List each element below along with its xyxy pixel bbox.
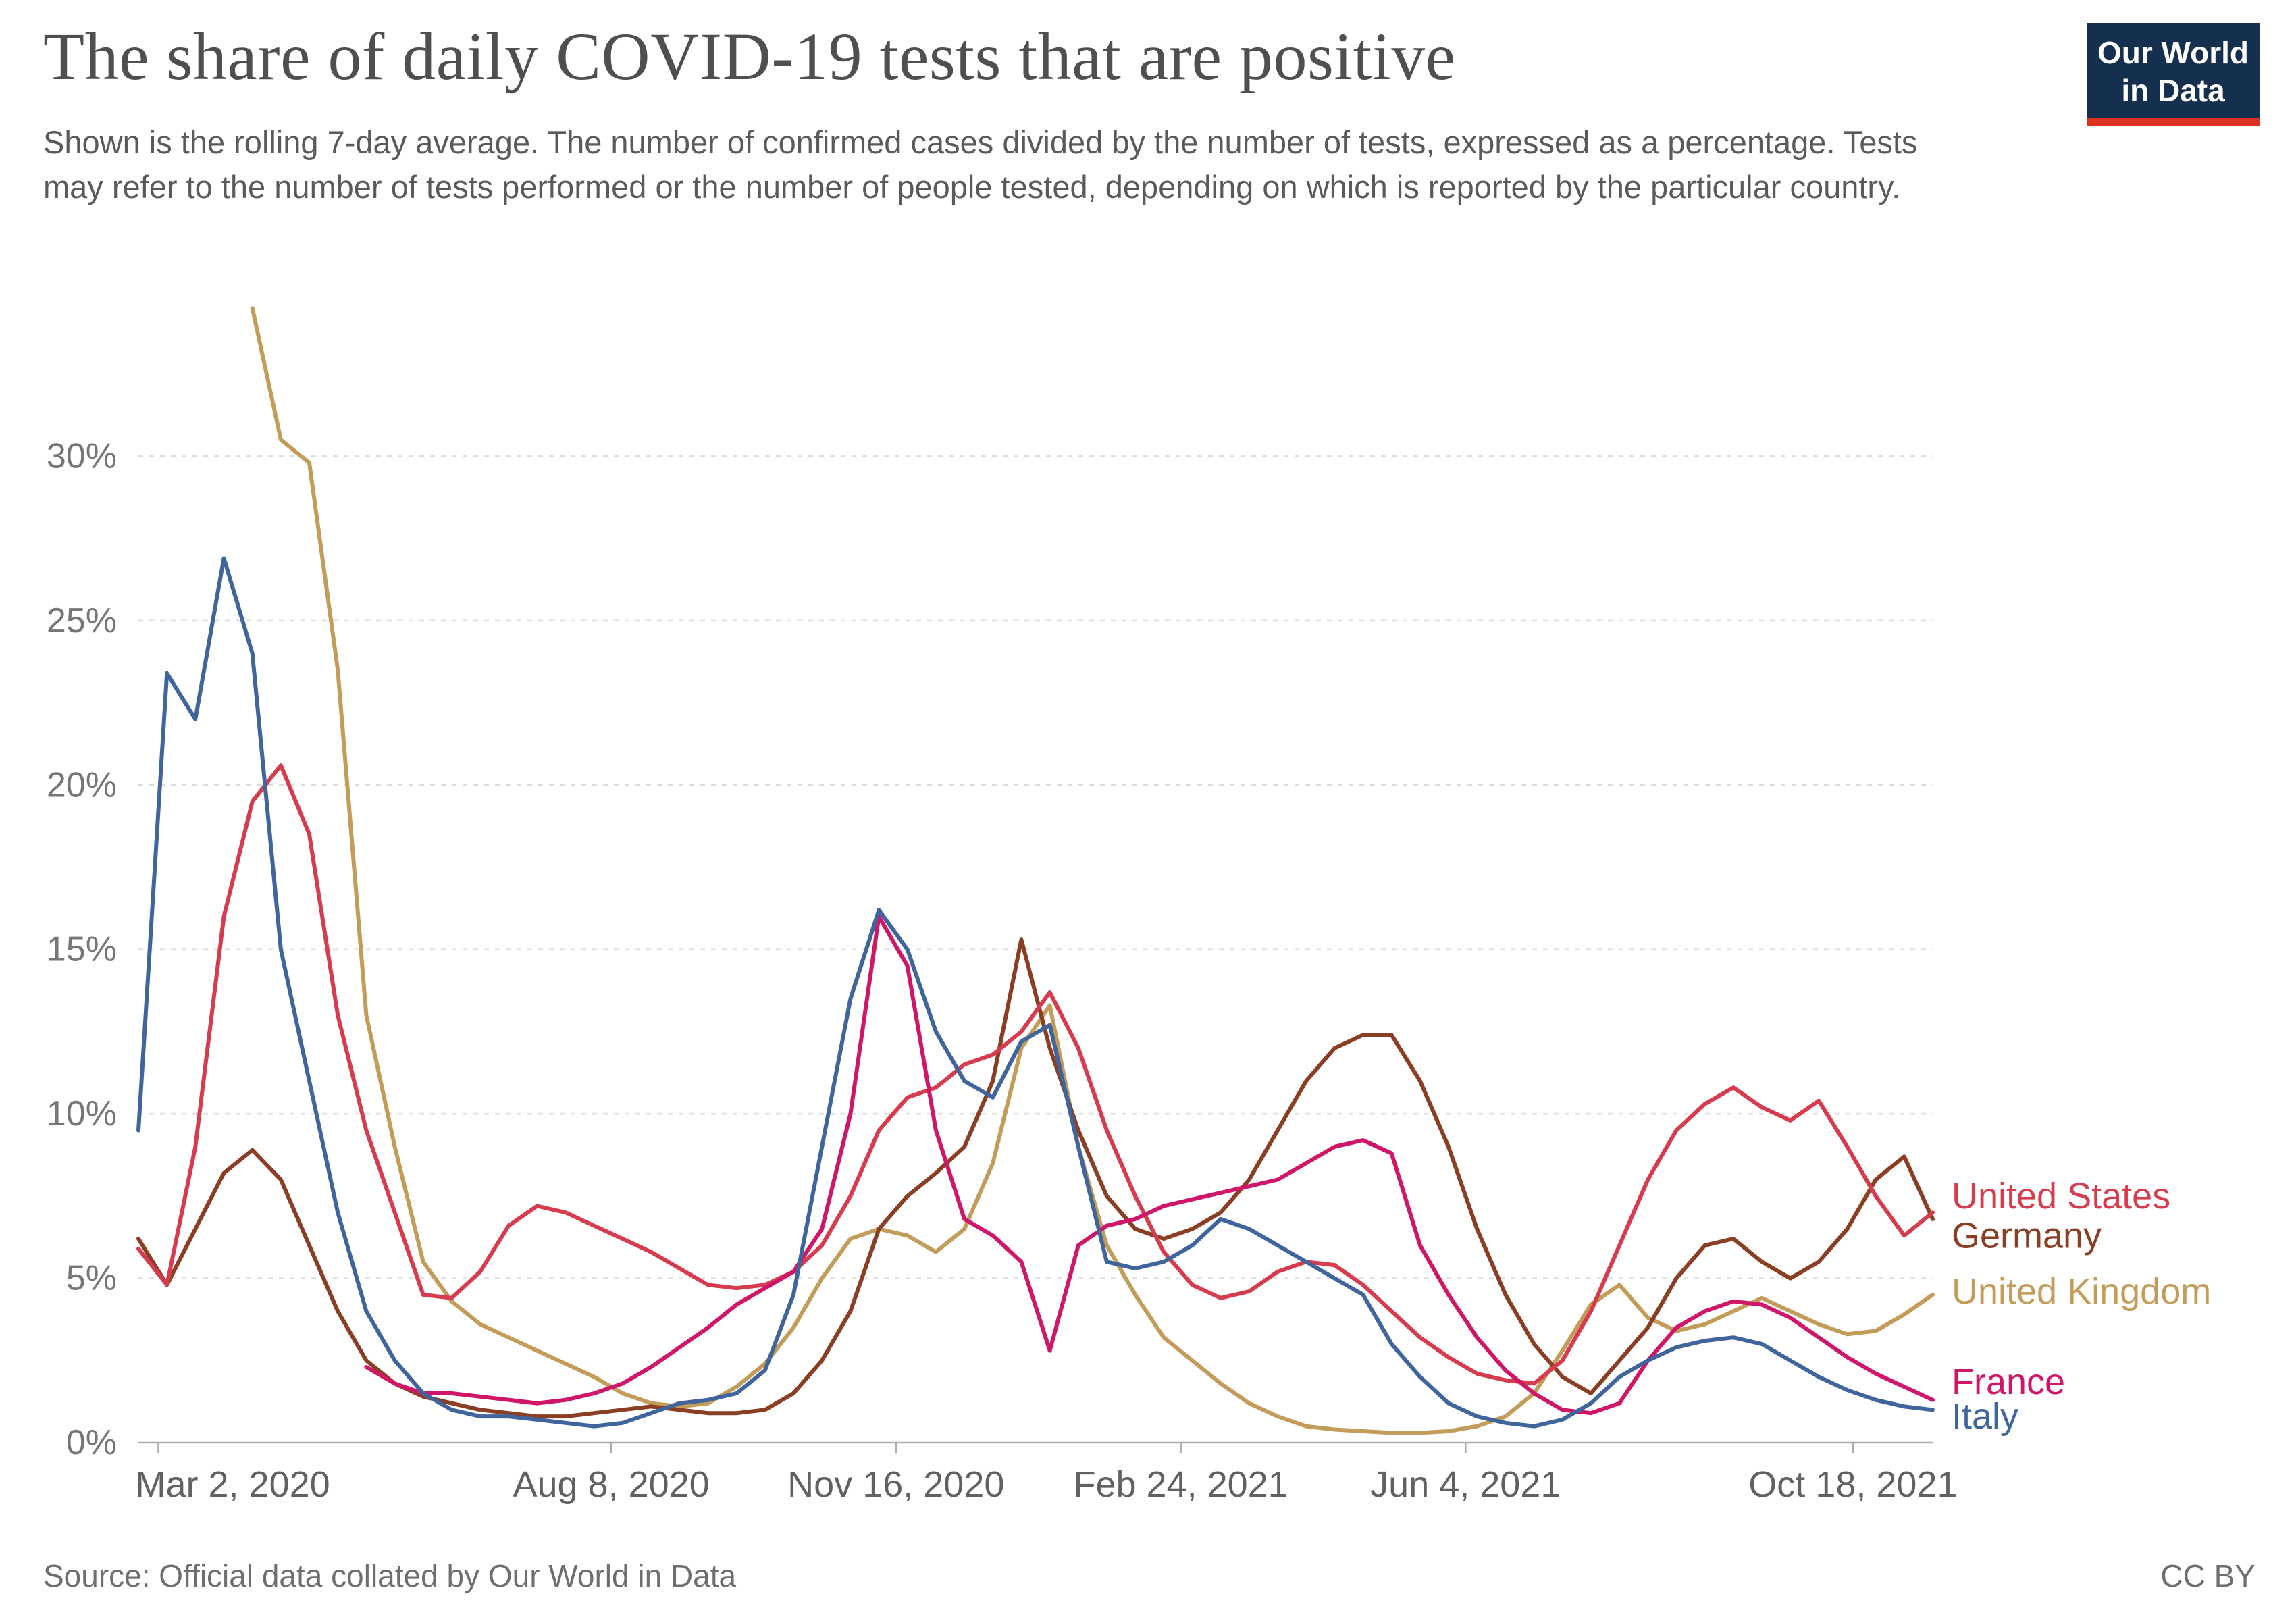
y-axis-tick-label: 15% bbox=[47, 930, 117, 969]
x-axis-tick-label: Jun 4, 2021 bbox=[1370, 1464, 1561, 1505]
x-axis-tick-label: Feb 24, 2021 bbox=[1073, 1464, 1288, 1505]
chart-footer: Source: Official data collated by Our Wo… bbox=[43, 1558, 2255, 1594]
owid-logo-line2: in Data bbox=[2121, 73, 2225, 109]
series-label-france[interactable]: France bbox=[1952, 1362, 2065, 1402]
chart-subtitle: Shown is the rolling 7-day average. The … bbox=[43, 124, 1918, 205]
y-axis-tick-label: 30% bbox=[47, 436, 117, 475]
series-label-united-kingdom[interactable]: United Kingdom bbox=[1952, 1271, 2211, 1312]
x-axis-tick-label: Oct 18, 2021 bbox=[1748, 1464, 1957, 1505]
series-line-united-states bbox=[136, 763, 1935, 1386]
y-axis-tick-label: 25% bbox=[47, 601, 117, 640]
source-note: Source: Official data collated by Our Wo… bbox=[43, 1558, 737, 1593]
license-link[interactable]: CC BY bbox=[2160, 1558, 2255, 1593]
owid-logo-line1: Our World bbox=[2097, 35, 2249, 70]
x-axis-tick-label: Mar 2, 2020 bbox=[136, 1464, 330, 1505]
series-label-germany[interactable]: Germany bbox=[1952, 1215, 2102, 1256]
y-axis-tick-label: 5% bbox=[66, 1259, 117, 1298]
x-axis-tick-label: Nov 16, 2020 bbox=[787, 1464, 1004, 1505]
x-axis-tick-label: Aug 8, 2020 bbox=[513, 1464, 709, 1505]
series-label-italy[interactable]: Italy bbox=[1952, 1396, 2018, 1437]
series-line-france bbox=[364, 915, 1935, 1416]
y-axis-tick-label: 10% bbox=[47, 1094, 117, 1133]
chart-title: The share of daily COVID-19 tests that a… bbox=[43, 19, 1456, 94]
series-label-united-states[interactable]: United States bbox=[1952, 1176, 2170, 1216]
owid-logo[interactable]: Our World in Data bbox=[2087, 23, 2260, 126]
y-axis-tick-label: 20% bbox=[47, 765, 117, 804]
y-axis-tick-label: 0% bbox=[66, 1423, 117, 1462]
series-line-italy bbox=[136, 556, 1935, 1429]
series-line-united-kingdom bbox=[250, 306, 1935, 1435]
